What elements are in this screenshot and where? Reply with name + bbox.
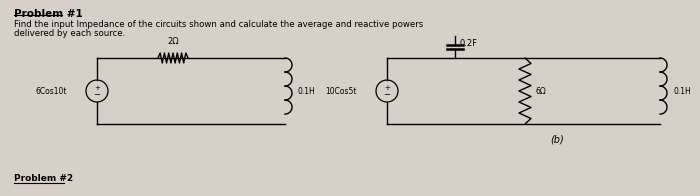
Text: (b): (b) [551, 134, 564, 144]
Text: 0.1H: 0.1H [673, 86, 691, 95]
Text: Problem #1: Problem #1 [14, 9, 83, 19]
Text: 6Cos10t: 6Cos10t [36, 86, 67, 95]
Text: +: + [94, 85, 100, 91]
Text: +: + [384, 85, 390, 91]
Text: 2Ω: 2Ω [167, 37, 178, 46]
Text: −: − [384, 90, 391, 99]
Text: −: − [94, 90, 101, 99]
Text: 10Cos5t: 10Cos5t [326, 86, 357, 95]
Text: Problem #2: Problem #2 [14, 174, 73, 183]
Text: 0.2F: 0.2F [460, 38, 478, 47]
Text: 6Ω: 6Ω [535, 86, 546, 95]
Text: delivered by each source.: delivered by each source. [14, 29, 125, 38]
Text: Find the input Impedance of the circuits shown and calculate the average and rea: Find the input Impedance of the circuits… [14, 20, 424, 29]
Text: 0.1H: 0.1H [298, 86, 316, 95]
